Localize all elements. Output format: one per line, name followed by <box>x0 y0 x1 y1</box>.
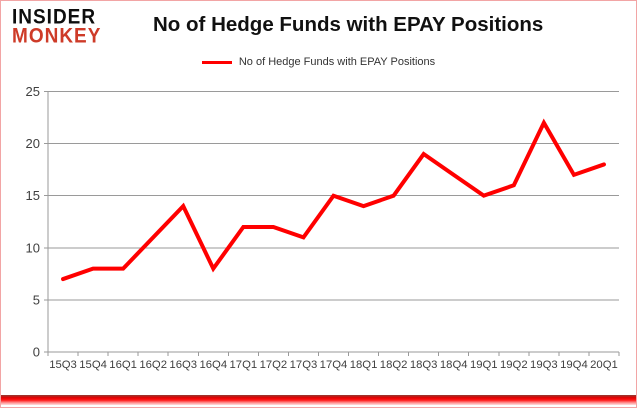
x-axis-tick-label: 16Q4 <box>199 359 227 371</box>
y-axis-tick-label: 5 <box>33 292 40 307</box>
x-axis-tick-label: 15Q3 <box>49 359 77 371</box>
x-axis-tick-label: 19Q1 <box>470 359 498 371</box>
x-axis-tick-label: 17Q1 <box>230 359 258 371</box>
y-axis-tick-label: 15 <box>26 188 40 203</box>
x-axis-tick-label: 16Q3 <box>169 359 197 371</box>
logo-text-insider: INSIDER <box>12 5 97 30</box>
x-axis-tick-label: 20Q1 <box>590 359 618 371</box>
bottom-red-glow <box>1 395 636 405</box>
x-axis-tick-label: 19Q4 <box>560 359 588 371</box>
x-axis-tick-label: 15Q4 <box>79 359 107 371</box>
series-line <box>61 118 606 282</box>
x-axis-tick-label: 17Q4 <box>320 359 348 371</box>
x-axis-tick-label: 18Q3 <box>410 359 438 371</box>
insider-monkey-logo: INSIDER MONKEY <box>12 5 102 49</box>
x-axis-tick-label: 18Q1 <box>350 359 378 371</box>
x-axis-tick-label: 19Q2 <box>500 359 528 371</box>
y-axis-tick-label: 0 <box>33 345 40 360</box>
x-axis-tick-label: 19Q3 <box>530 359 558 371</box>
x-axis-tick-label: 16Q1 <box>109 359 137 371</box>
x-axis-tick-label: 18Q4 <box>440 359 468 371</box>
x-axis-tick-label: 17Q3 <box>290 359 318 371</box>
y-axis-tick-label: 20 <box>26 136 40 151</box>
x-axis-tick-label: 16Q2 <box>139 359 167 371</box>
legend: No of Hedge Funds with EPAY Positions <box>1 56 636 68</box>
logo-text-monkey: MONKEY <box>12 24 102 49</box>
legend-label: No of Hedge Funds with EPAY Positions <box>238 56 436 68</box>
x-axis-tick-label: 18Q2 <box>380 359 408 371</box>
x-axis-tick-label: 17Q2 <box>260 359 288 371</box>
y-axis-tick-label: 10 <box>26 240 40 255</box>
y-axis-tick-label: 25 <box>26 84 40 99</box>
chart-title: No of Hedge Funds with EPAY Positions <box>153 13 544 36</box>
legend-line-swatch <box>201 60 232 64</box>
